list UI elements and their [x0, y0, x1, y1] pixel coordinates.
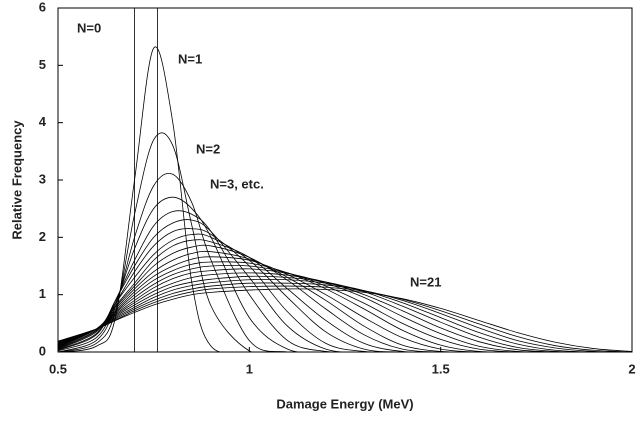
curve — [58, 282, 632, 352]
y-tick-label: 1 — [39, 286, 46, 301]
curve — [58, 275, 632, 352]
curve — [58, 272, 632, 352]
curve — [58, 239, 632, 352]
curve — [58, 219, 632, 352]
x-tick-label: 1.5 — [432, 361, 450, 376]
curve — [58, 46, 632, 352]
curve — [58, 228, 632, 352]
curve — [58, 268, 632, 352]
curve — [58, 264, 632, 352]
y-axis-label: Relative Frequency — [9, 120, 24, 240]
y-tick-label: 6 — [39, 0, 46, 14]
plot-frame — [57, 7, 633, 353]
curve — [58, 256, 632, 352]
annotation: N=2 — [196, 141, 220, 156]
curves — [58, 8, 632, 352]
curve — [58, 288, 632, 352]
annotation: N=3, etc. — [210, 176, 264, 191]
curve — [58, 278, 632, 352]
x-tick-label: 1 — [246, 361, 253, 376]
annotation: N=1 — [178, 51, 202, 66]
curve — [58, 196, 632, 352]
curve — [58, 132, 632, 352]
x-tick-label: 0.5 — [49, 361, 67, 376]
curve — [58, 285, 632, 352]
curve — [58, 210, 632, 352]
curve — [58, 172, 632, 352]
x-tick-label: 2 — [628, 361, 635, 376]
curve — [58, 233, 632, 352]
y-tick-label: 0 — [39, 343, 46, 358]
annotation: N=21 — [410, 274, 441, 289]
curve — [134, 8, 158, 352]
y-tick-label: 5 — [39, 57, 46, 72]
x-axis-label: Damage Energy (MeV) — [276, 396, 413, 411]
curve — [58, 244, 632, 352]
y-tick-label: 3 — [39, 171, 46, 186]
y-tick-label: 4 — [39, 114, 47, 129]
annotation: N=0 — [77, 20, 101, 35]
y-tick-label: 2 — [39, 229, 46, 244]
curve — [58, 250, 632, 352]
